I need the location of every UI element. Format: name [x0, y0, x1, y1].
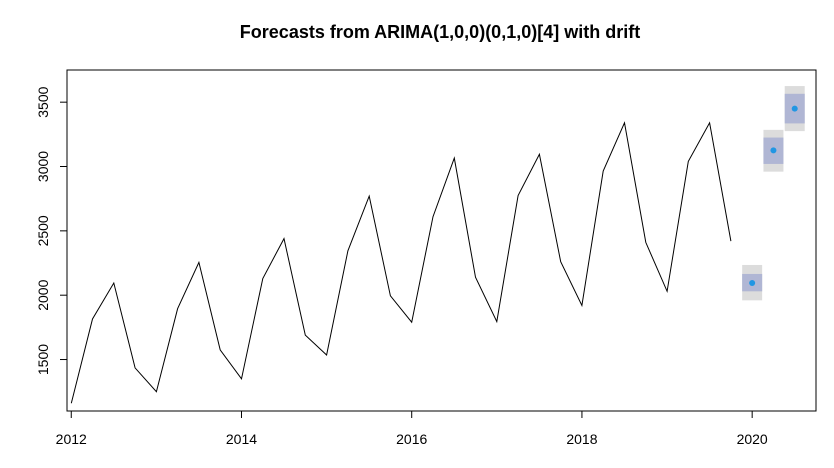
forecast-points — [749, 105, 798, 286]
series-line-0 — [70, 121, 732, 404]
x-axis: 2012 2014 2016 2018 2020 — [56, 410, 768, 447]
x-tick-label: 2020 — [737, 431, 768, 447]
x-tick-label: 2016 — [396, 431, 427, 447]
y-tick-label: 2000 — [35, 279, 51, 310]
plot-frame — [66, 69, 817, 412]
forecast-point — [770, 147, 777, 154]
y-tick-label: 2500 — [35, 215, 51, 246]
x-tick-label: 2018 — [566, 431, 597, 447]
y-tick-label: 3000 — [35, 151, 51, 182]
x-tick-label: 2012 — [56, 431, 87, 447]
y-tick-label: 1500 — [35, 344, 51, 375]
x-tick-label: 2014 — [226, 431, 257, 447]
forecast-point — [791, 105, 798, 112]
y-axis: 1500 2000 2500 3000 3500 — [35, 86, 68, 375]
y-tick-label: 3500 — [35, 86, 51, 117]
series-layer — [70, 121, 732, 404]
forecast-intervals — [742, 86, 805, 301]
chart-title: Forecasts from ARIMA(1,0,0)(0,1,0)[4] wi… — [240, 22, 640, 42]
forecast-point — [749, 279, 756, 286]
